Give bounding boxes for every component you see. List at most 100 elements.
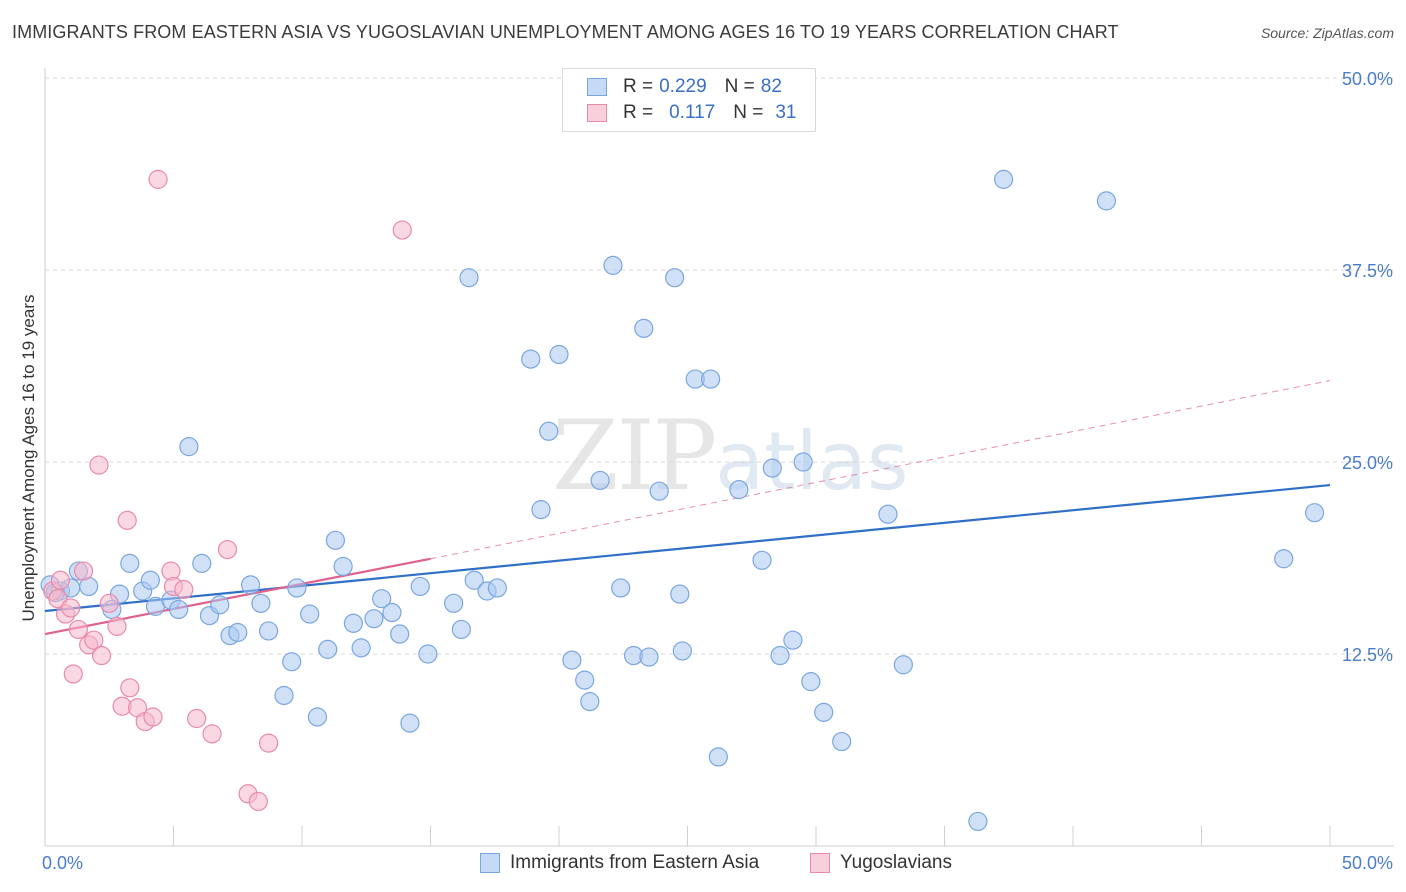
series-legend-eastern-asia: Immigrants from Eastern Asia xyxy=(480,852,759,874)
blue-point xyxy=(318,639,338,659)
blue-point xyxy=(649,481,669,501)
blue-point xyxy=(634,318,654,338)
y-tick-label: 50.0% xyxy=(1342,69,1393,89)
blue-point xyxy=(549,344,569,365)
blue-point xyxy=(672,641,692,661)
watermark-zip: ZIP xyxy=(552,400,717,512)
blue-point xyxy=(140,570,160,590)
pink-point xyxy=(143,707,163,727)
y-tick-label: 12.5% xyxy=(1342,645,1393,665)
pink-point xyxy=(68,619,89,640)
blue-point xyxy=(300,604,320,624)
pink-point xyxy=(61,598,81,618)
blue-point xyxy=(611,578,631,598)
series-legend-yugoslavians: Yugoslavians xyxy=(810,852,952,874)
blue-point xyxy=(464,570,484,590)
pink-trend-extension xyxy=(430,380,1331,560)
legend-row-eastern-asia: R = 0.229 N = 82 xyxy=(587,75,782,99)
y-tick-label: 37.5% xyxy=(1342,261,1393,281)
blue-point xyxy=(531,500,551,520)
blue-point xyxy=(1096,191,1117,211)
legend-r-value: 0.229 xyxy=(659,76,707,97)
pink-point xyxy=(84,630,104,650)
blue-point xyxy=(878,504,898,524)
blue-point xyxy=(390,624,410,644)
blue-point xyxy=(665,268,685,288)
blue-point xyxy=(325,530,346,550)
x-tick-label: 50.0% xyxy=(1342,853,1393,873)
blue-point xyxy=(459,268,479,288)
legend-r-label: R = xyxy=(623,102,654,123)
legend-r-label: R = xyxy=(623,76,654,97)
blue-point xyxy=(372,589,392,609)
legend-n-value: 82 xyxy=(760,76,782,97)
grid-lines xyxy=(45,77,1394,655)
blue-point xyxy=(670,584,690,604)
chart-title: IMMIGRANTS FROM EASTERN ASIA VS YUGOSLAV… xyxy=(12,22,1119,42)
legend-r-value: 0.117 xyxy=(669,102,716,123)
blue-point xyxy=(228,622,248,643)
blue-point xyxy=(382,602,402,623)
blue-point xyxy=(752,550,772,570)
legend-n-label: N = xyxy=(724,76,755,97)
blue-point xyxy=(562,650,582,670)
pink-point xyxy=(73,561,94,581)
pink-point xyxy=(63,664,83,684)
pink-point xyxy=(248,791,268,812)
blue-point xyxy=(708,747,728,767)
blue-point xyxy=(343,613,363,633)
pink-point xyxy=(174,579,194,600)
tick-labels: 12.5% 25.0% 37.5% 50.0% 0.0% 50.0% xyxy=(42,69,1393,873)
pink-point xyxy=(202,724,222,744)
blue-point xyxy=(770,645,790,666)
x-tick-label: 0.0% xyxy=(42,853,83,873)
blue-point xyxy=(451,619,471,640)
blue-point xyxy=(333,556,353,577)
blue-point xyxy=(169,599,189,620)
blue-point xyxy=(410,576,430,597)
pink-point xyxy=(50,570,71,590)
pink-point xyxy=(91,645,112,666)
blue-point xyxy=(814,702,834,722)
y-tick-label: 25.0% xyxy=(1342,453,1393,473)
blue-point xyxy=(793,452,813,472)
blue-point xyxy=(274,685,294,706)
series-name: Immigrants from Eastern Asia xyxy=(510,852,760,873)
pink-point xyxy=(258,733,279,753)
blue-point xyxy=(729,480,749,500)
blue-point xyxy=(364,609,384,629)
blue-point xyxy=(444,593,464,613)
blue-point xyxy=(241,575,261,595)
y-axis-title: Unemployment Among Ages 16 to 19 years xyxy=(19,295,38,622)
blue-point xyxy=(287,578,307,598)
blue-point xyxy=(210,595,230,615)
series-swatch-pink xyxy=(810,853,830,873)
blue-point xyxy=(801,672,821,692)
blue-point xyxy=(418,644,438,664)
pink-point xyxy=(107,616,127,636)
series-swatch-blue xyxy=(480,853,500,873)
blue-point xyxy=(251,593,271,613)
legend-n-value: 31 xyxy=(775,102,797,123)
blue-point xyxy=(521,349,541,369)
blue-point xyxy=(351,638,371,658)
legend-n-label: N = xyxy=(733,102,764,123)
legend-swatch-blue xyxy=(587,78,607,96)
blue-trend-line xyxy=(44,483,1331,613)
correlation-legend: R = 0.229 N = 82 R = 0.117 N = 31 xyxy=(562,68,816,132)
pink-point xyxy=(117,510,137,530)
blue-point xyxy=(539,421,559,441)
blue-point xyxy=(639,647,659,667)
blue-point xyxy=(487,578,507,598)
pink-point xyxy=(187,708,207,729)
legend-swatch-pink xyxy=(587,104,607,122)
blue-point xyxy=(575,670,595,690)
watermark: ZIPatlas xyxy=(552,400,909,512)
blue-point xyxy=(590,470,610,491)
data-points xyxy=(40,169,1325,832)
blue-point xyxy=(968,811,988,832)
blue-point xyxy=(120,553,140,573)
pink-point xyxy=(392,220,412,240)
source-credit: Source: ZipAtlas.com xyxy=(1260,25,1394,41)
blue-point xyxy=(893,655,913,675)
